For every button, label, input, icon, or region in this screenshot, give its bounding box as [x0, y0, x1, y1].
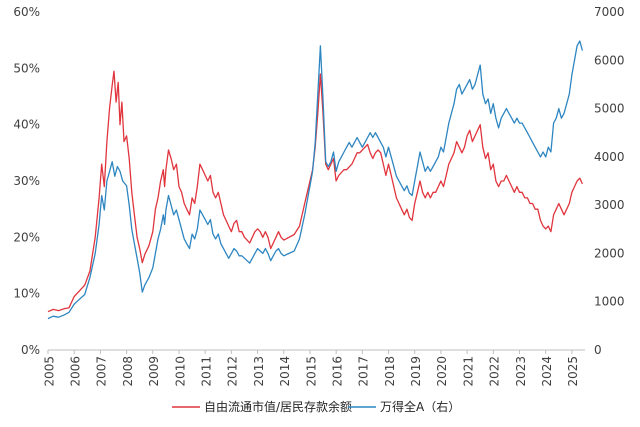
left-tick-label: 30% — [13, 174, 40, 188]
legend-label-1: 自由流通市值/居民存款余额 — [204, 399, 352, 414]
x-tick-label: 2014 — [278, 356, 292, 387]
x-tick-label: 2024 — [540, 356, 554, 387]
x-tick-label: 2005 — [42, 356, 56, 387]
series-line-2 — [47, 40, 584, 320]
x-tick-label: 2025 — [566, 356, 580, 387]
left-tick-label: 20% — [13, 230, 40, 244]
legend: 自由流通市值/居民存款余额 万得全A（右） — [172, 399, 460, 414]
left-tick-label: 60% — [13, 5, 40, 19]
series-layer — [47, 40, 584, 320]
left-axis-ticks: 0% 10% 20% 30% 40% 50% 60% — [13, 5, 40, 357]
x-tick-label: 2019 — [409, 356, 423, 387]
legend-label-2: 万得全A（右） — [380, 399, 460, 414]
x-tick-label: 2012 — [226, 356, 240, 387]
x-tick-label: 2020 — [435, 356, 449, 387]
x-axis-ticks: 2005 2006 2007 2008 2009 2010 2011 2012 2013 2014… — [42, 350, 580, 387]
left-tick-label: 50% — [13, 61, 40, 75]
x-tick-label: 2023 — [514, 356, 528, 387]
x-tick-label: 2015 — [304, 356, 318, 387]
x-tick-label: 2007 — [95, 356, 109, 387]
right-tick-label: 6000 — [594, 53, 625, 67]
right-tick-label: 4000 — [594, 150, 625, 164]
left-tick-label: 10% — [13, 287, 40, 301]
series-line-1 — [47, 70, 583, 313]
x-tick-label: 2021 — [461, 356, 475, 387]
x-tick-label: 2006 — [69, 356, 83, 387]
x-tick-label: 2011 — [199, 356, 213, 387]
x-tick-label: 2016 — [330, 356, 344, 387]
right-tick-label: 1000 — [594, 295, 625, 309]
x-tick-label: 2017 — [357, 356, 371, 387]
right-tick-label: 0 — [594, 343, 602, 357]
right-axis-ticks: 0 1000 2000 3000 4000 5000 6000 7000 — [594, 5, 625, 357]
x-tick-label: 2013 — [252, 356, 266, 387]
x-tick-label: 2008 — [121, 356, 135, 387]
x-tick-label: 2009 — [147, 356, 161, 387]
right-tick-label: 5000 — [594, 102, 625, 116]
right-tick-label: 7000 — [594, 5, 625, 19]
x-tick-label: 2022 — [488, 356, 502, 387]
right-tick-label: 2000 — [594, 246, 625, 260]
right-tick-label: 3000 — [594, 198, 625, 212]
left-tick-label: 40% — [13, 118, 40, 132]
left-tick-label: 0% — [21, 343, 40, 357]
x-tick-label: 2010 — [173, 356, 187, 387]
x-tick-label: 2018 — [383, 356, 397, 387]
